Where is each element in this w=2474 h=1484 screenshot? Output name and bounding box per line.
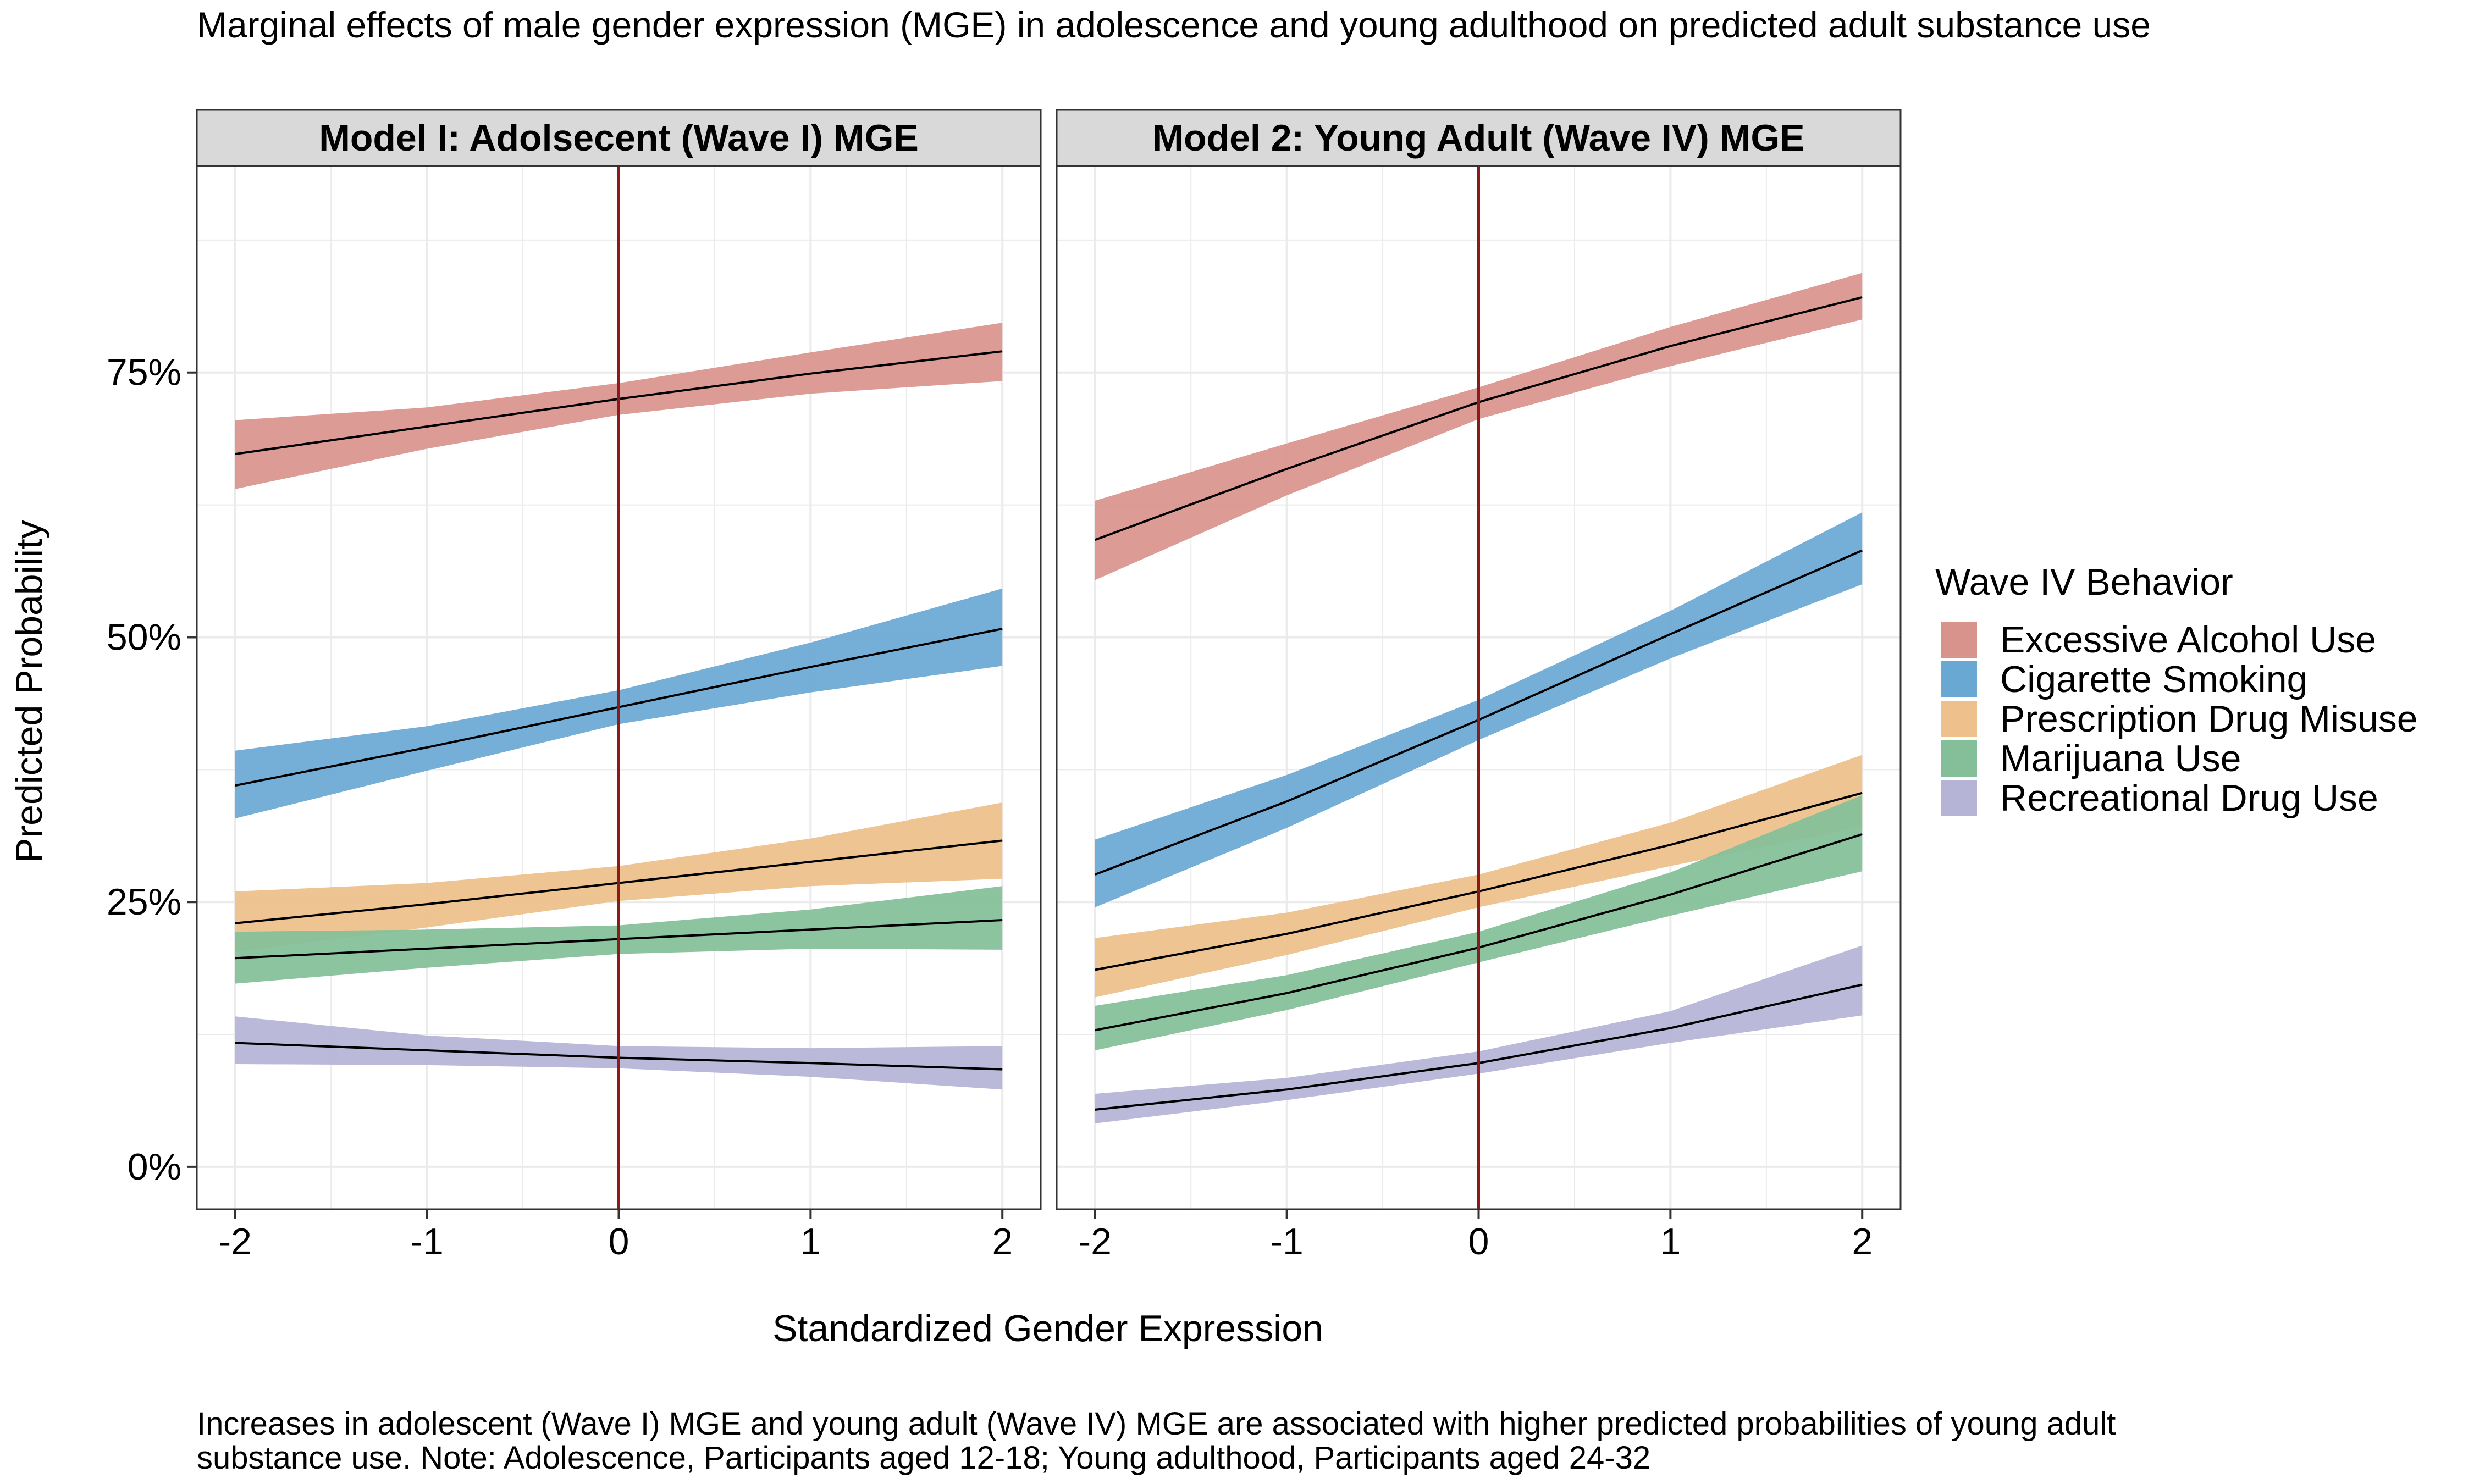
panel-2-x-tick-label: 0 bbox=[1468, 1221, 1489, 1262]
chart-title: Marginal effects of male gender expressi… bbox=[197, 4, 2151, 45]
legend-key-marijuana-use bbox=[1941, 740, 1977, 777]
panel-2-x-tick-label: 1 bbox=[1660, 1221, 1681, 1262]
legend-label-recreational-drug-use: Recreational Drug Use bbox=[2000, 777, 2378, 819]
legend-key-excessive-alcohol-use bbox=[1941, 622, 1977, 658]
panel-1-x-tick-label: 1 bbox=[800, 1221, 821, 1262]
legend: Wave IV Behavior Excessive Alcohol UseCi… bbox=[1935, 561, 2418, 819]
panel-2-ribbon-excessive-alcohol-use bbox=[1095, 273, 1863, 580]
panel-2-x-tick-label: -2 bbox=[1079, 1221, 1112, 1262]
panel-2-strip-title: Model 2: Young Adult (Wave IV) MGE bbox=[1152, 117, 1804, 159]
x-axis-label: Standardized Gender Expression bbox=[772, 1308, 1323, 1349]
y-axis-label: Predicted Probability bbox=[8, 520, 50, 863]
panel-2-ribbon-recreational-drug-use bbox=[1095, 945, 1863, 1123]
panels: Model I: Adolsecent (Wave I) MGE -2 -1 0 1 2 0… bbox=[107, 109, 1902, 1262]
panel-1: Model I: Adolsecent (Wave I) MGE -2 -1 0 1 2 0… bbox=[107, 109, 1042, 1262]
legend-key-cigarette-smoking bbox=[1941, 661, 1977, 697]
panel-2-ribbon-marijuana-use bbox=[1095, 795, 1863, 1050]
caption-line-1: Increases in adolescent (Wave I) MGE and… bbox=[197, 1406, 2116, 1442]
panel-2: Model 2: Young Adult (Wave IV) MGE -2 -1 0 1… bbox=[1056, 109, 1902, 1262]
panel-2-x-tick-label: 2 bbox=[1852, 1221, 1873, 1262]
y-tick-label: 50% bbox=[107, 616, 181, 658]
legend-key-prescription-drug-misuse bbox=[1941, 701, 1977, 737]
y-tick-label: 75% bbox=[107, 352, 181, 394]
panel-2-strip bbox=[1056, 109, 1902, 167]
legend-label-marijuana-use: Marijuana Use bbox=[2000, 738, 2241, 779]
legend-label-cigarette-smoking: Cigarette Smoking bbox=[2000, 658, 2307, 700]
caption: Increases in adolescent (Wave I) MGE and… bbox=[197, 1406, 2116, 1476]
panel-2-x-tick-label: -1 bbox=[1270, 1221, 1303, 1262]
panel-1-strip-title: Model I: Adolsecent (Wave I) MGE bbox=[319, 117, 919, 159]
panel-1-strip bbox=[196, 109, 1042, 167]
legend-title: Wave IV Behavior bbox=[1935, 561, 2233, 603]
panel-1-x-tick-label: -1 bbox=[410, 1221, 443, 1262]
y-tick-label: 25% bbox=[107, 881, 181, 923]
panel-1-x-tick-label: 0 bbox=[609, 1221, 629, 1262]
caption-line-2: substance use. Note: Adolescence, Partic… bbox=[197, 1440, 1650, 1476]
y-tick-label: 0% bbox=[128, 1146, 181, 1188]
legend-label-excessive-alcohol-use: Excessive Alcohol Use bbox=[2000, 619, 2376, 661]
legend-key-recreational-drug-use bbox=[1941, 780, 1977, 816]
legend-label-prescription-drug-misuse: Prescription Drug Misuse bbox=[2000, 698, 2418, 740]
panel-1-x-tick-label: -2 bbox=[219, 1221, 252, 1262]
panel-1-x-tick-label: 2 bbox=[992, 1221, 1013, 1262]
